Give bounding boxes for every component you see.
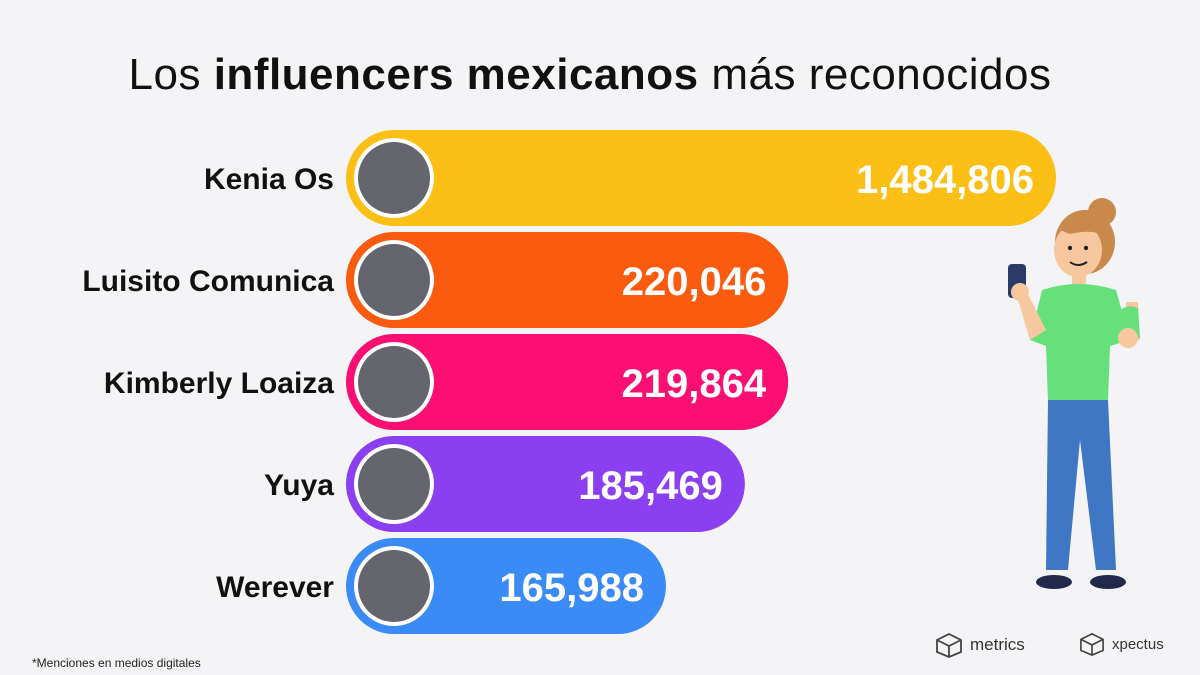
value-label: 1,484,806 (856, 158, 1034, 202)
bar (346, 232, 789, 328)
avatar-photo (358, 244, 430, 316)
bar (346, 334, 789, 430)
avatar-photo (358, 448, 430, 520)
category-label: Kenia Os (204, 163, 334, 196)
category-label: Werever (216, 571, 334, 604)
bar (346, 130, 1056, 226)
cube-icon (936, 632, 962, 658)
category-label: Luisito Comunica (82, 265, 334, 298)
avatar-photo (358, 346, 430, 418)
avatar-photo (358, 142, 430, 214)
value-label: 185,469 (578, 464, 723, 508)
value-label: 220,046 (622, 260, 767, 304)
category-label: Yuya (264, 469, 334, 502)
bar (346, 436, 745, 532)
avatar-photo (358, 550, 430, 622)
value-label: 165,988 (499, 566, 644, 610)
value-label: 219,864 (622, 362, 767, 406)
person-holding-phone-illustration (1008, 198, 1140, 589)
xpectus-logo: xpectus (1078, 632, 1164, 656)
chart-title: Los influencers mexicanos más reconocido… (128, 50, 1052, 99)
category-label: Kimberly Loaiza (104, 367, 334, 400)
footnote: *Menciones en medios digitales (32, 656, 201, 670)
metrics-logo: metrics (934, 632, 1025, 658)
cube-icon (1080, 632, 1104, 656)
